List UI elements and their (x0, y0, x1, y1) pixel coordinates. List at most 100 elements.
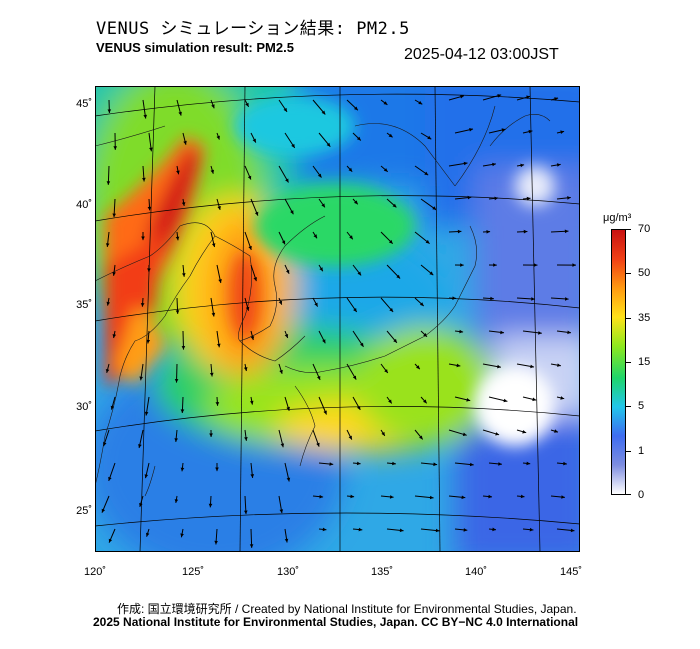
wind-arrow-head (418, 100, 423, 105)
wind-arrow-head (495, 432, 500, 436)
wind-arrow-head (529, 527, 534, 532)
wind-arrow-head (526, 196, 531, 201)
wind-arrow-head (357, 271, 362, 276)
wind-arrow-head (113, 146, 117, 150)
wind-arrow-head (329, 462, 334, 466)
wind-arrow-head (572, 263, 576, 267)
wind-arrow-head (570, 528, 575, 533)
wind-arrow-head (352, 375, 357, 380)
wind-arrow-head (244, 510, 248, 515)
wind-arrow-head (174, 499, 179, 503)
colorbar-label-0: 0 (638, 489, 645, 501)
wind-arrow-head (463, 528, 468, 532)
wind-arrow-head (463, 161, 468, 166)
wind-arrow-head (456, 363, 461, 368)
wind-arrow-head (291, 143, 295, 148)
wind-arrow-head (250, 336, 255, 340)
wind-arrow-head (389, 495, 394, 499)
colorbar (611, 229, 626, 495)
wind-arrow-head (530, 364, 534, 369)
wind-arrow-head (452, 296, 456, 300)
wind-arrow-head (321, 203, 325, 208)
credit-line: 作成: 国立環境研究所 / Created by National Instit… (117, 602, 577, 616)
wind-arrow-head (556, 163, 561, 167)
wind-arrow-head (147, 268, 151, 272)
wind-arrow-head (381, 431, 385, 436)
wind-arrow-head (250, 400, 254, 405)
colorbar-label-70: 70 (638, 223, 651, 235)
wind-arrow-head (211, 243, 216, 247)
lat-label-45: 45˚ (76, 98, 92, 110)
wind-arrow-head (319, 267, 323, 272)
wind-arrow-head (139, 376, 143, 381)
wind-arrow-head (425, 239, 430, 244)
wind-arrow-head (281, 240, 286, 245)
wind-arrow-head (211, 312, 216, 317)
wind-arrow-head (460, 263, 464, 267)
wind-arrow-head (356, 461, 361, 466)
wind-arrow-head (554, 429, 558, 433)
wind-arrow-head (174, 379, 179, 383)
wind-arrow-head (490, 296, 494, 301)
wind-arrow-head (146, 339, 151, 344)
wind-arrow-head (108, 538, 113, 543)
wind-arrow-head (388, 399, 392, 404)
wind-arrow-head (209, 433, 213, 437)
wind-arrow-head (215, 467, 219, 472)
wind-arrow-head (183, 140, 187, 145)
wind-arrow-head (321, 110, 326, 115)
wind-arrow-head (317, 375, 321, 380)
wind-arrow-head (522, 430, 527, 434)
wind-arrow-head (554, 97, 559, 101)
wind-arrow-head (283, 107, 287, 112)
title-japanese: VENUS シミュレーション結果: PM2.5 (96, 19, 410, 39)
wind-arrow-head (314, 302, 318, 307)
wind-arrow-head (488, 494, 492, 499)
wind-arrow-head (523, 229, 528, 234)
wind-arrow-head (180, 533, 184, 538)
wind-arrow-head (249, 544, 254, 548)
wind-arrow-head (396, 274, 401, 279)
wind-arrow-head (149, 147, 153, 152)
wind-arrow-head (492, 527, 496, 532)
wind-arrow-head (181, 346, 186, 350)
colorbar-tick (626, 273, 631, 274)
wind-arrow-head (178, 111, 182, 116)
wind-arrow-head (384, 369, 388, 373)
wind-arrow-head (532, 397, 537, 402)
wind-arrow-head (424, 171, 429, 176)
wind-arrow-head (348, 167, 353, 172)
wind-arrow-head (112, 272, 116, 276)
title-english: VENUS simulation result: PM2.5 (96, 40, 294, 55)
wind-arrow-head (215, 402, 220, 406)
pm25-map (95, 86, 580, 552)
wind-arrow-head (279, 509, 284, 514)
wind-arrow-head (503, 398, 508, 403)
wind-arrow-head (526, 95, 531, 99)
wind-arrow-head (139, 503, 143, 507)
wind-arrow-head (427, 135, 432, 140)
wind-arrow-head (435, 528, 440, 533)
wind-arrow-head (253, 277, 257, 282)
wind-arrow-head (105, 243, 110, 247)
wind-arrow-head (209, 372, 214, 377)
wind-arrow-head (533, 263, 538, 267)
wind-arrow-head (354, 106, 358, 111)
wind-arrow-head (429, 271, 434, 276)
wind-arrow-head (208, 503, 213, 508)
wind-arrow-head (147, 206, 152, 211)
lat-label-35: 35˚ (76, 299, 92, 311)
wind-arrow-head (501, 128, 506, 132)
colorbar-tick (626, 318, 631, 319)
wind-arrow-head (492, 162, 496, 167)
lat-label-30: 30˚ (76, 401, 92, 413)
lat-label-40: 40˚ (76, 199, 92, 211)
wind-arrow-head (560, 396, 565, 400)
wind-arrow-head (560, 130, 565, 134)
wind-arrow-head (459, 329, 464, 334)
wind-arrow-head (175, 310, 180, 314)
wind-arrow-head (326, 142, 331, 147)
lat-label-25: 25˚ (76, 505, 92, 517)
wind-arrow-head (497, 94, 502, 98)
colorbar-tick (626, 362, 631, 363)
